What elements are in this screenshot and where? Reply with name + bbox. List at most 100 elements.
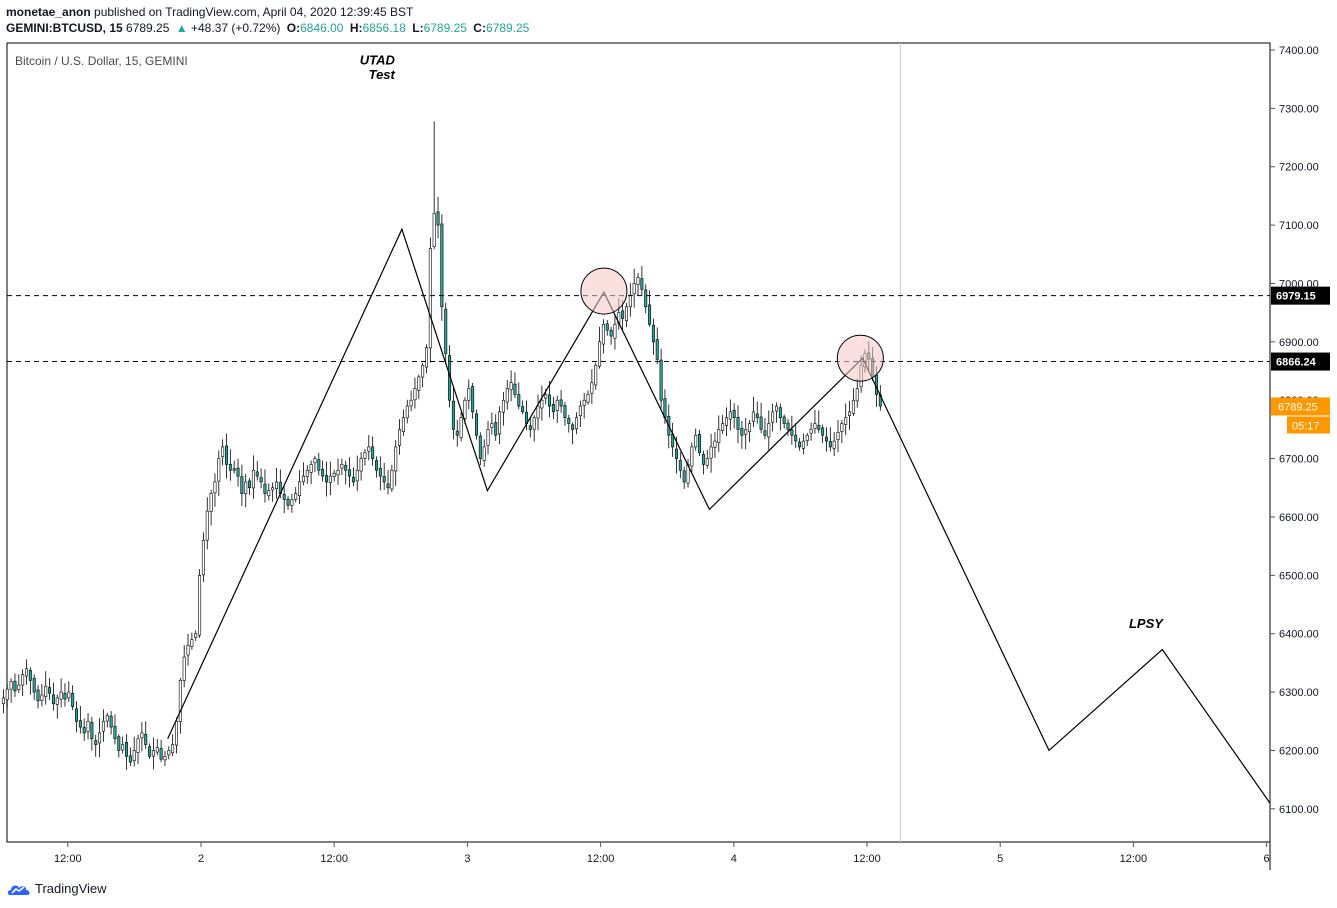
candle-body [713, 440, 717, 448]
candle-body [751, 411, 755, 422]
candle-body [224, 445, 228, 465]
candle-body [198, 575, 202, 636]
countdown-label: 05:17 [1292, 420, 1320, 432]
candle-body [378, 467, 382, 477]
candle-body [574, 417, 578, 430]
candle-body [294, 493, 298, 500]
annotation-text: UTAD [360, 53, 396, 68]
candle-body [271, 487, 275, 491]
publisher-name[interactable]: monetae_anon [6, 5, 91, 19]
high-label: H: [349, 21, 363, 35]
last-price-label: 6789.25 [1278, 401, 1318, 413]
candle-body [490, 423, 494, 428]
candle-body [317, 459, 321, 471]
candle-body [548, 394, 552, 407]
candle-body [536, 405, 540, 419]
candle-body [844, 417, 848, 425]
candle-body [82, 727, 86, 734]
candle-body [482, 446, 486, 461]
time-tick-label: 4 [731, 853, 737, 865]
candle-body [286, 498, 290, 506]
tradingview-logo[interactable]: TradingView [7, 881, 107, 896]
price-axis[interactable]: 7400.007300.007200.007100.007000.006900.… [1270, 45, 1330, 816]
candle-body [817, 424, 821, 430]
candle-body [782, 416, 786, 424]
candle-body [328, 475, 332, 483]
time-tick-label: 12:00 [587, 853, 615, 865]
candle-body [824, 436, 828, 442]
candle-body [144, 733, 148, 745]
candle-body [109, 715, 113, 728]
price-tick-label: 7300.00 [1279, 103, 1319, 115]
candle-body [744, 429, 748, 435]
price-tick-label: 6500.00 [1279, 570, 1319, 582]
candle-body [632, 283, 636, 295]
candle-body [590, 382, 594, 394]
candle-body [394, 446, 398, 472]
highlight-circle[interactable] [580, 267, 628, 315]
candle-body [467, 388, 471, 401]
projection-path-line[interactable] [167, 227, 1271, 804]
time-tick-label: 12:00 [320, 853, 348, 865]
candle-body [605, 323, 609, 331]
candle-body [513, 383, 517, 395]
candle-body [409, 399, 413, 407]
candle-body [682, 470, 686, 483]
candle-body [763, 430, 767, 436]
candle-body [721, 423, 725, 431]
candle-body [463, 399, 467, 419]
symbol-label[interactable]: GEMINI:BTCUSD, 15 [6, 21, 123, 35]
candle-body [148, 746, 152, 757]
price-tick-label: 6200.00 [1279, 745, 1319, 757]
candle-body [771, 411, 775, 423]
footer-brand: TradingView [35, 881, 107, 896]
candle-body [759, 416, 763, 430]
candle-body [140, 732, 144, 739]
candle-body [121, 744, 125, 751]
last-price-badge [1271, 397, 1330, 416]
candle-body [594, 364, 598, 386]
candle-body [544, 394, 548, 399]
candle-body [86, 720, 90, 732]
candle-body [498, 411, 502, 435]
candle-body [117, 736, 121, 751]
candle-body [182, 656, 186, 681]
candle-body [628, 294, 632, 308]
candle-body [32, 677, 36, 693]
candle-body [28, 669, 32, 681]
candle-body [155, 747, 159, 753]
candle-body [217, 458, 221, 482]
candle-body [78, 720, 82, 728]
candle-body [459, 417, 463, 438]
candle-body [505, 388, 509, 403]
candle-body [694, 434, 698, 448]
time-axis[interactable]: 12:00 2 12:00 3 12:00 4 12:00 5 12:00 6 [54, 842, 1270, 865]
candle-body [90, 722, 94, 740]
open-label: O: [286, 21, 301, 35]
candle-body [836, 432, 840, 440]
price-tick-label: 6100.00 [1279, 804, 1319, 816]
price-tick-label: 6600.00 [1279, 512, 1319, 524]
candle-body [367, 446, 371, 452]
candle-body [551, 404, 555, 413]
candle-body [794, 434, 798, 442]
candle-body [398, 429, 402, 446]
candle-body [128, 755, 132, 763]
candle-body [444, 308, 448, 354]
highlight-circle[interactable] [836, 334, 884, 382]
candle-body [205, 510, 209, 541]
low-value: 6789.25 [423, 21, 467, 35]
candle-body [63, 693, 67, 700]
candle-body [674, 448, 678, 459]
candle-body [801, 440, 805, 449]
candle-body [724, 417, 728, 426]
candle-body [71, 693, 75, 707]
candle-body [709, 446, 713, 459]
candle-body [640, 278, 644, 290]
candle-body [5, 688, 9, 701]
ohlc-line: GEMINI:BTCUSD, 15 6789.25 ▲ +48.37 (+0.7… [6, 20, 1326, 36]
candle-body [494, 422, 498, 436]
up-triangle-icon: ▲ [175, 21, 188, 35]
candle-body [736, 417, 740, 430]
